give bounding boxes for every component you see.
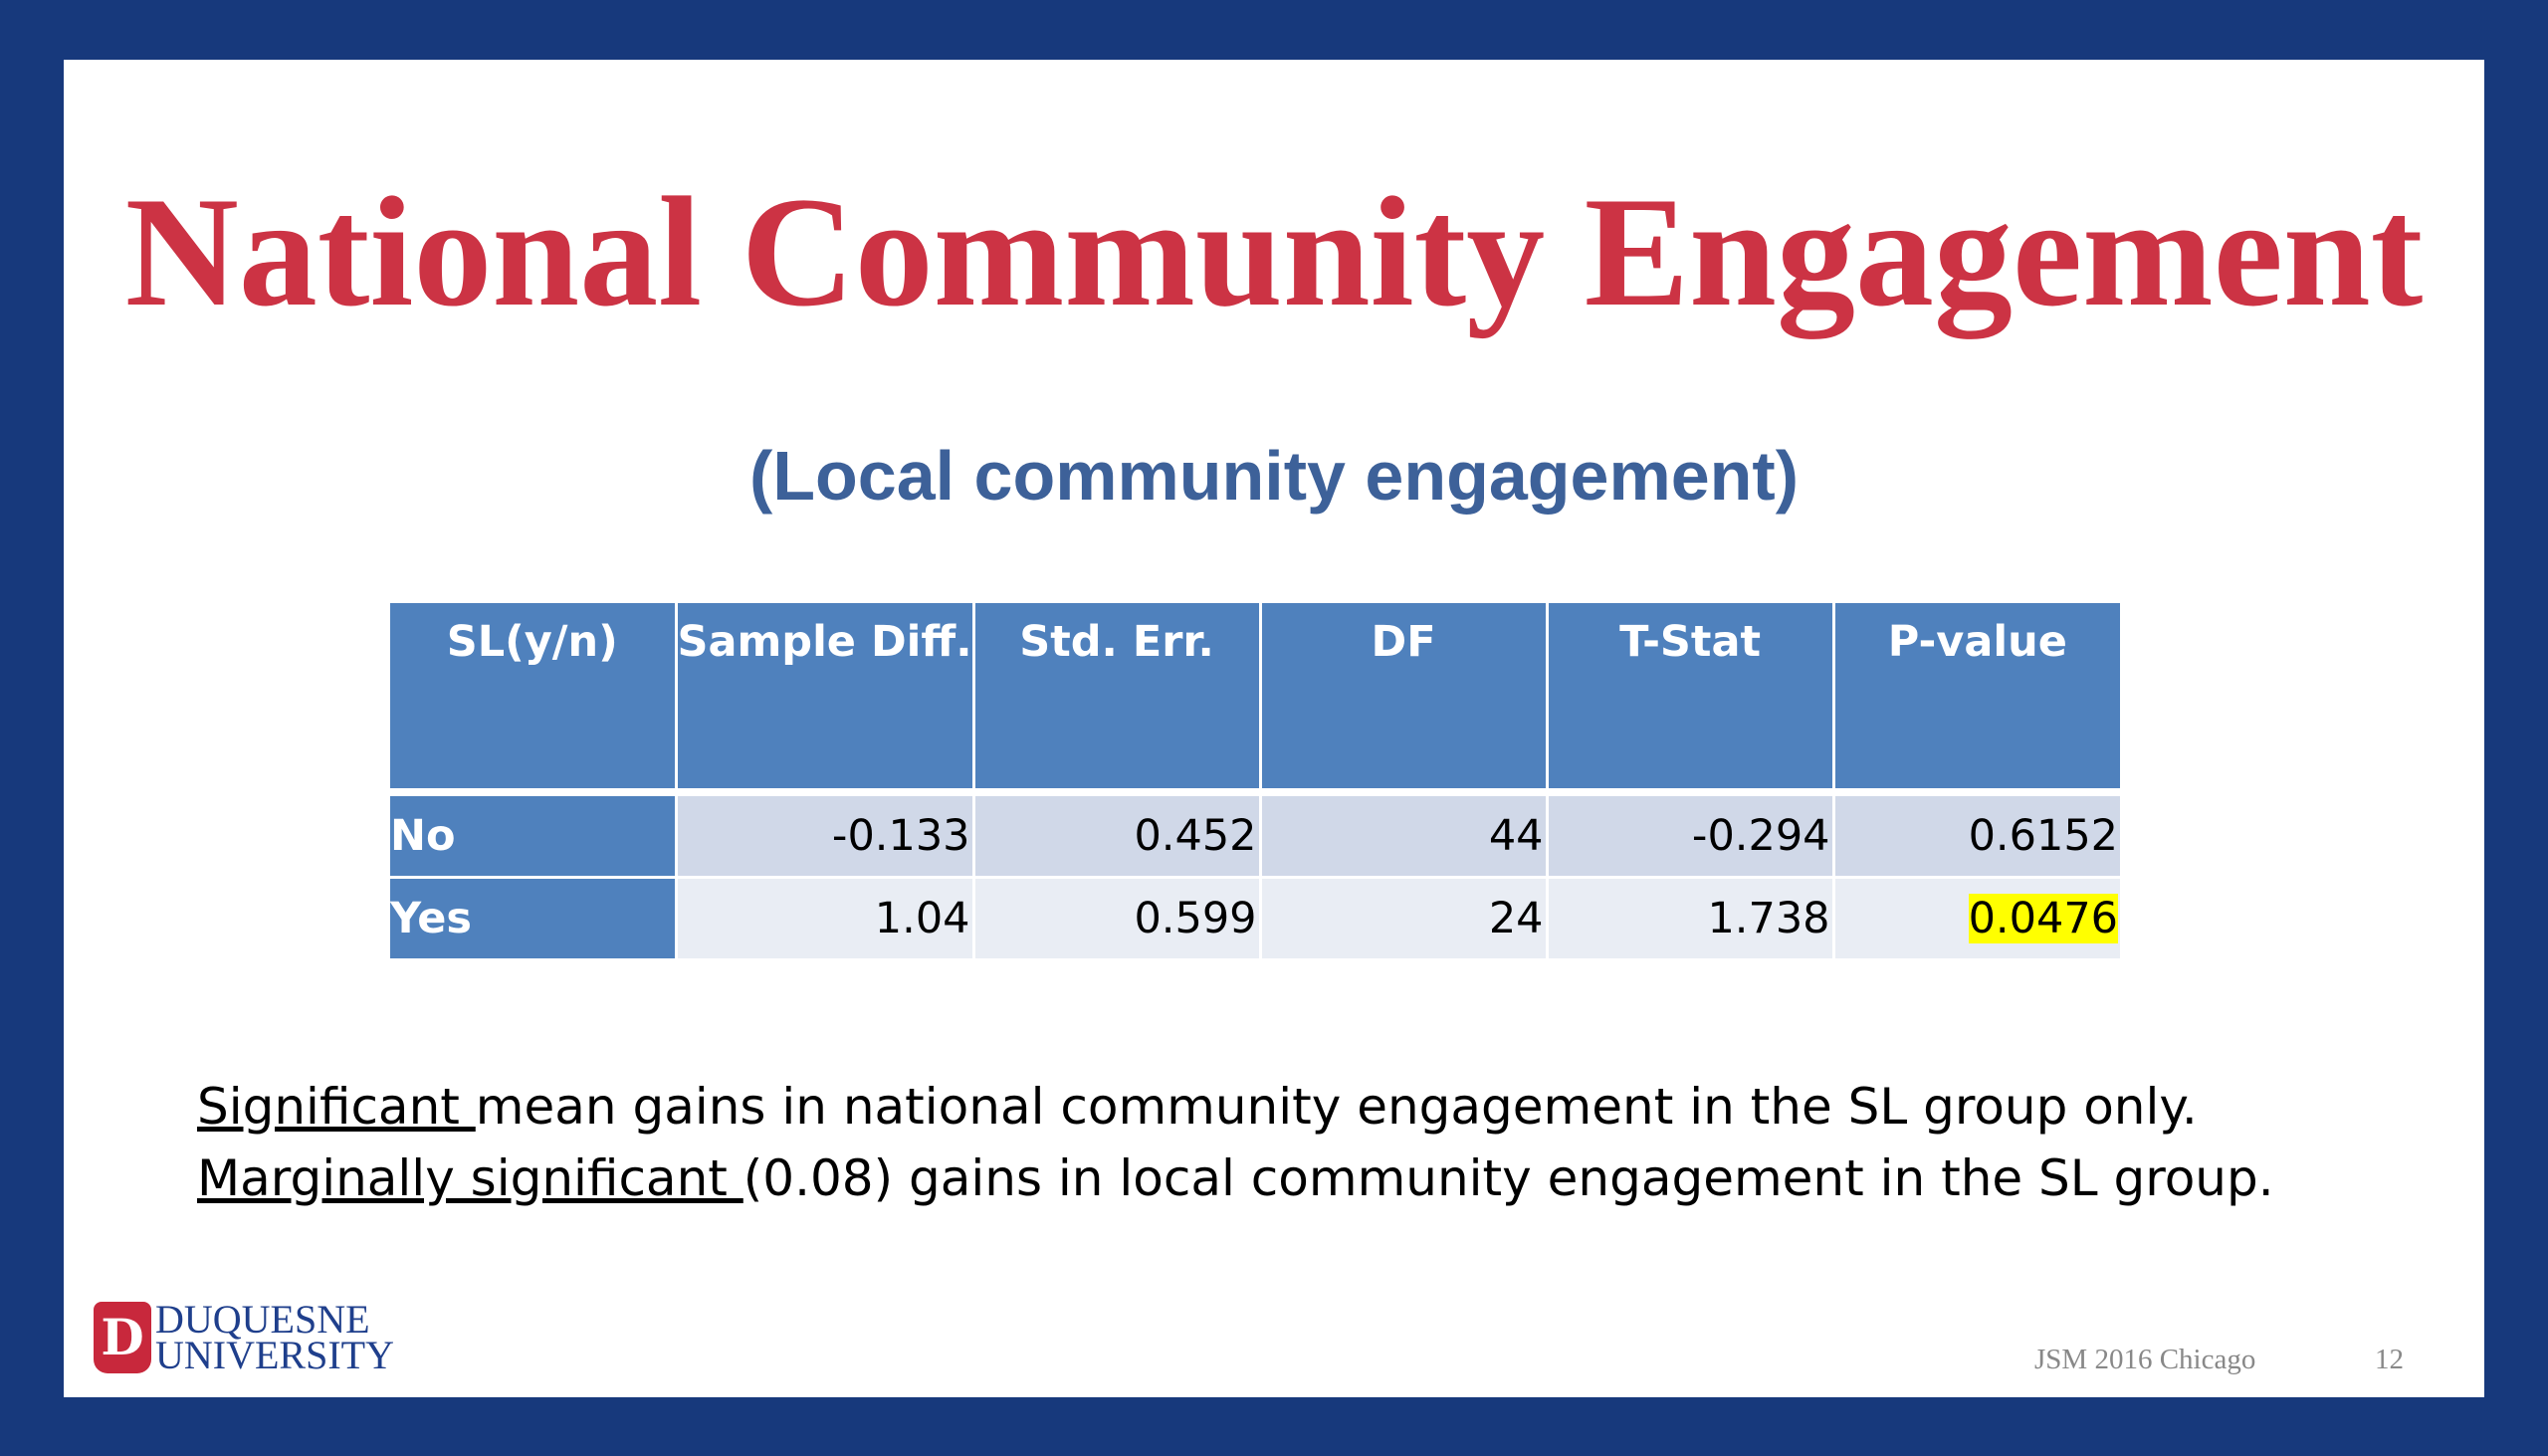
logo-wordmark: DUQUESNE UNIVERSITY xyxy=(155,1296,394,1377)
slide-subtitle: (Local community engagement) xyxy=(748,437,1800,515)
page-number: 12 xyxy=(2375,1344,2404,1375)
table-row: Yes 1.04 0.599 24 1.738 0.0476 xyxy=(390,877,2121,961)
logo-line-2: UNIVERSITY xyxy=(155,1332,394,1377)
note-emphasis: Significant xyxy=(197,1078,476,1136)
cell-p-value: 0.6152 xyxy=(1833,792,2121,879)
row-label-no: No xyxy=(390,792,678,879)
notes: Significant mean gains in national commu… xyxy=(197,1071,2274,1214)
cell-t-stat: -0.294 xyxy=(1547,792,1835,879)
row-label-yes: Yes xyxy=(390,877,678,961)
header-p-value: P-value xyxy=(1833,603,2121,796)
logo-mark-letter: D xyxy=(101,1307,144,1366)
header-std-err: Std. Err. xyxy=(973,603,1262,796)
header-sample-diff: Sample Diff. xyxy=(676,603,975,796)
note-line: Significant mean gains in national commu… xyxy=(197,1071,2274,1143)
cell-std-err: 0.452 xyxy=(973,792,1262,879)
cell-t-stat: 1.738 xyxy=(1547,877,1835,961)
logo-line-1: DUQUESNE xyxy=(155,1296,370,1342)
highlighted-p-value: 0.0476 xyxy=(1968,894,2119,943)
header-df: DF xyxy=(1260,603,1549,796)
cell-df: 24 xyxy=(1260,877,1549,961)
shield-logo-icon: D xyxy=(94,1301,151,1373)
note-text: (0.08) gains in local community engageme… xyxy=(743,1149,2274,1207)
cell-std-err: 0.599 xyxy=(973,877,1262,961)
university-logo: D DUQUESNE UNIVERSITY xyxy=(94,1296,394,1377)
slide: National Community Engagement (Local com… xyxy=(64,60,2484,1397)
header-t-stat: T-Stat xyxy=(1547,603,1835,796)
footer-event: JSM 2016 Chicago xyxy=(2034,1344,2256,1375)
table-header-row: SL(y/n) Sample Diff. Std. Err. DF T-Stat… xyxy=(390,603,2121,796)
cell-p-value: 0.0476 xyxy=(1833,877,2121,961)
note-emphasis: Marginally significant xyxy=(197,1149,743,1207)
note-text: mean gains in national community engagem… xyxy=(475,1078,2198,1136)
cell-sample-diff: -0.133 xyxy=(676,792,975,879)
cell-sample-diff: 1.04 xyxy=(676,877,975,961)
cell-df: 44 xyxy=(1260,792,1549,879)
header-sl: SL(y/n) xyxy=(390,603,678,796)
results-table: SL(y/n) Sample Diff. Std. Err. DF T-Stat… xyxy=(390,603,2121,961)
note-line: Marginally significant (0.08) gains in l… xyxy=(197,1143,2274,1214)
slide-title: National Community Engagement xyxy=(124,165,2424,339)
table-row: No -0.133 0.452 44 -0.294 0.6152 xyxy=(390,792,2121,879)
